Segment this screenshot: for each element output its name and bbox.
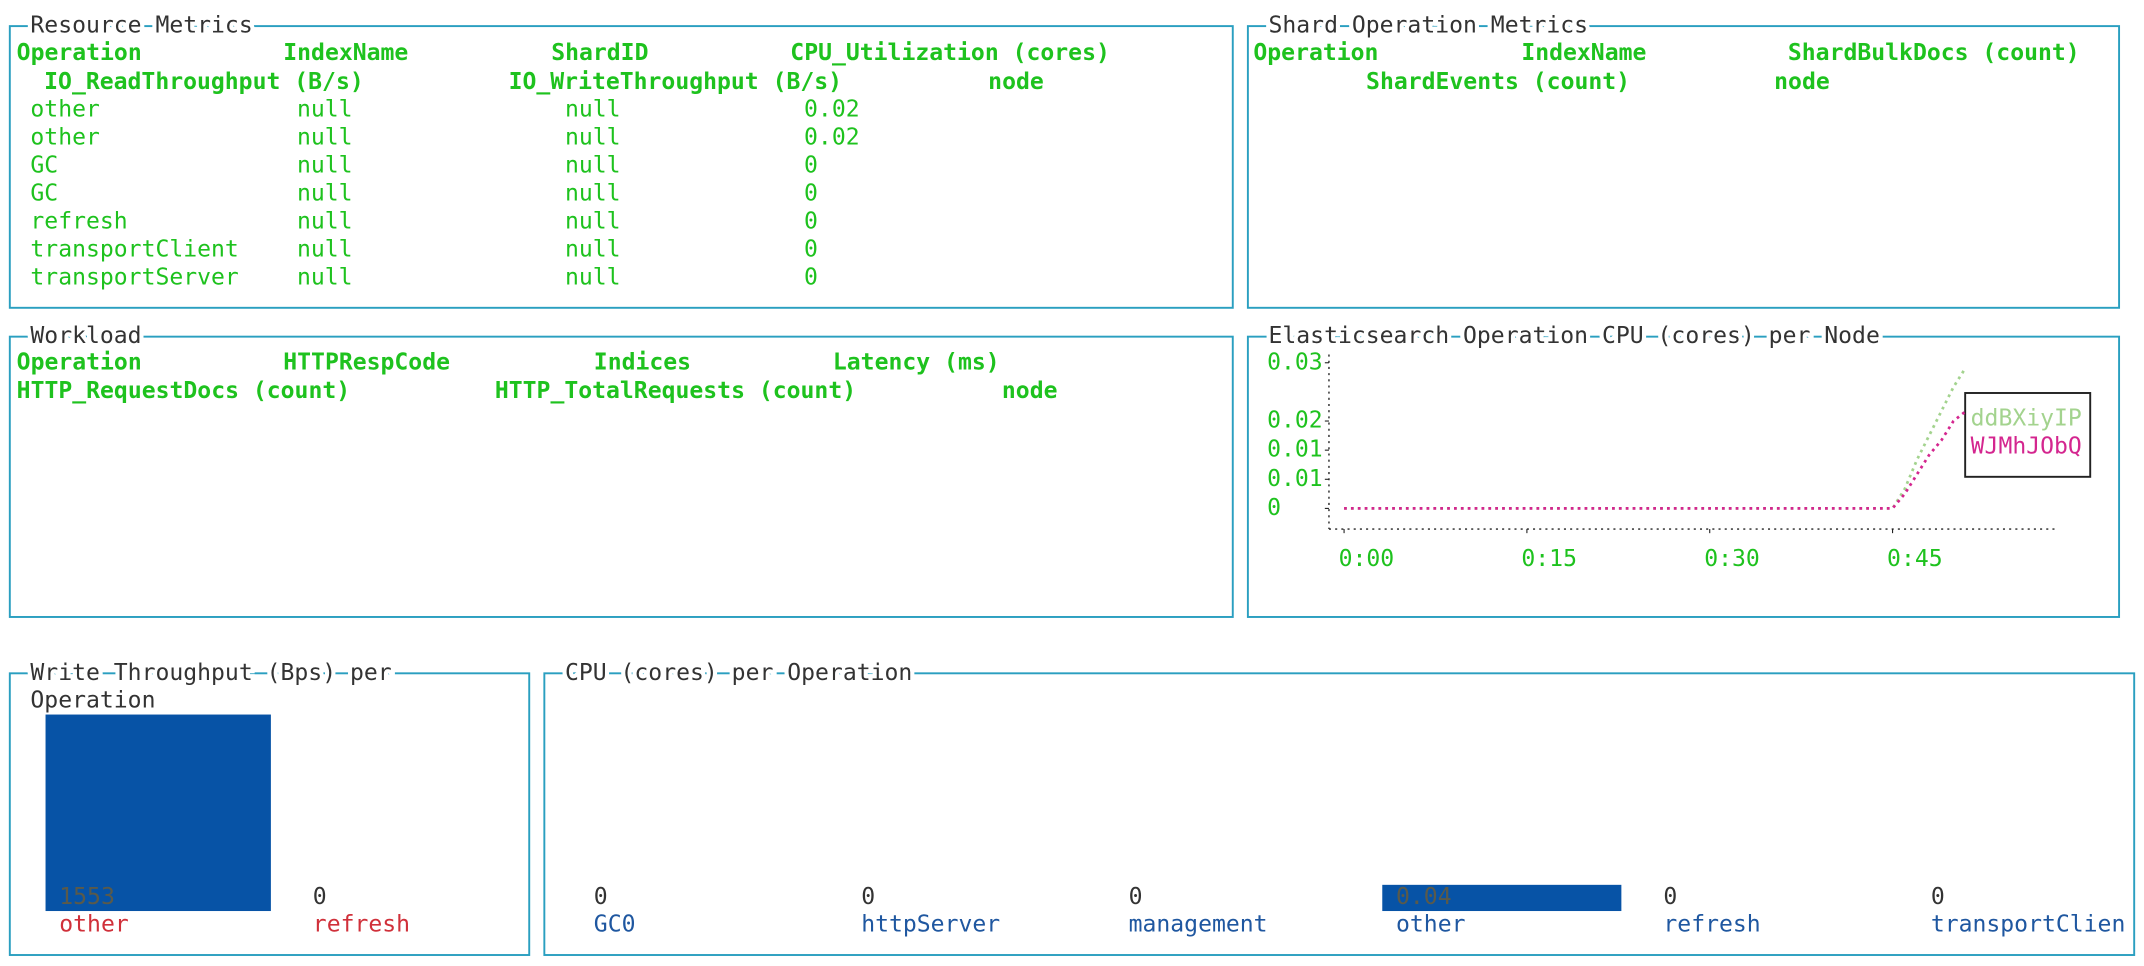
bar-label: other bbox=[1396, 911, 1466, 937]
bar-label: other bbox=[59, 911, 129, 937]
y-tick-label: 0 bbox=[1267, 495, 1281, 521]
x-tick-label: 0:15 bbox=[1521, 546, 1577, 572]
panel bbox=[8, 672, 531, 956]
bar-label: refresh bbox=[313, 911, 410, 937]
bar-value: 0 bbox=[594, 884, 608, 910]
column-header: Latency (ms) bbox=[833, 349, 1000, 375]
panel-title: Elasticsearch Operation CPU (cores) per … bbox=[1268, 323, 1879, 349]
column-header: IndexName bbox=[283, 40, 408, 66]
bar-value: 0 bbox=[1931, 884, 1945, 910]
column-header: node bbox=[1774, 69, 1830, 95]
column-header: node bbox=[1002, 378, 1058, 404]
table-cell: null bbox=[565, 124, 621, 150]
table-cell: null bbox=[565, 152, 621, 178]
panel-title: CPU (cores) per Operation bbox=[565, 660, 912, 686]
panel bbox=[543, 672, 2136, 956]
table-cell: 0 bbox=[804, 181, 818, 207]
bar-label: refresh bbox=[1663, 911, 1760, 937]
panel bbox=[1246, 335, 2121, 618]
bar-label: management bbox=[1129, 911, 1268, 937]
legend-entry: ddBXiyIP bbox=[1971, 406, 2082, 432]
table-cell: 0.02 bbox=[804, 96, 860, 122]
x-tick-label: 0:00 bbox=[1339, 546, 1395, 572]
bar-value: 0 bbox=[1663, 884, 1677, 910]
legend-entry: WJMhJObQ bbox=[1971, 434, 2082, 460]
table-cell: null bbox=[565, 237, 621, 263]
line-series bbox=[1344, 410, 1967, 510]
bar-value: 0 bbox=[313, 884, 327, 910]
table-cell: null bbox=[565, 265, 621, 291]
table-cell: null bbox=[297, 209, 353, 235]
panel-title: Workload bbox=[30, 323, 141, 349]
line-series bbox=[1344, 366, 1967, 510]
column-header: HTTP_RequestDocs (count) bbox=[17, 378, 350, 404]
x-tick-label: 0:45 bbox=[1887, 546, 1943, 572]
bar-label: GC0 bbox=[594, 911, 636, 937]
y-tick-label: 0.02 bbox=[1267, 408, 1323, 434]
table-cell: 0 bbox=[804, 152, 818, 178]
y-tick-label: 0.01 bbox=[1267, 466, 1323, 492]
column-header: CPU_Utilization (cores) bbox=[790, 40, 1110, 66]
table-cell: GC bbox=[30, 152, 58, 178]
column-header: Operation bbox=[17, 349, 142, 375]
table-cell: null bbox=[565, 209, 621, 235]
panel-title: Shard Operation Metrics bbox=[1268, 13, 1588, 39]
column-header: ShardEvents (count) bbox=[1366, 69, 1630, 95]
table-cell: GC bbox=[30, 181, 58, 207]
column-header: Operation bbox=[17, 40, 142, 66]
bar-value: 1553 bbox=[59, 884, 115, 910]
table-cell: 0 bbox=[804, 237, 818, 263]
legend bbox=[1964, 392, 2092, 478]
bar-value: 0.04 bbox=[1396, 884, 1452, 910]
table-cell: null bbox=[565, 96, 621, 122]
bar-value: 0 bbox=[1129, 884, 1143, 910]
table-cell: null bbox=[297, 265, 353, 291]
y-tick-label: 0.03 bbox=[1267, 349, 1323, 375]
table-cell: other bbox=[30, 124, 100, 150]
table-cell: null bbox=[297, 181, 353, 207]
column-header: ShardID bbox=[551, 40, 648, 66]
table-cell: null bbox=[297, 124, 353, 150]
column-header: Indices bbox=[594, 349, 691, 375]
x-tick-label: 0:30 bbox=[1704, 546, 1760, 572]
panel bbox=[8, 335, 1234, 618]
bar bbox=[1382, 884, 1622, 912]
table-cell: transportClient bbox=[30, 237, 238, 263]
table-cell: refresh bbox=[30, 209, 127, 235]
table-cell: null bbox=[297, 96, 353, 122]
table-cell: transportServer bbox=[30, 265, 239, 291]
bar bbox=[45, 714, 271, 912]
panel-title: Resource Metrics bbox=[30, 13, 252, 39]
column-header: IO_ReadThroughput (B/s) bbox=[44, 69, 364, 95]
table-cell: 0 bbox=[804, 265, 818, 291]
table-cell: 0 bbox=[804, 209, 818, 235]
column-header: ShardBulkDocs (count) bbox=[1788, 40, 2080, 66]
panel bbox=[8, 25, 1234, 309]
table-cell: null bbox=[565, 181, 621, 207]
column-header: IndexName bbox=[1521, 40, 1646, 66]
bar-value: 0 bbox=[861, 884, 875, 910]
column-header: IO_WriteThroughput (B/s) bbox=[509, 69, 842, 95]
table-cell: null bbox=[297, 237, 353, 263]
column-header: node bbox=[988, 69, 1044, 95]
panel-title: Operation bbox=[30, 687, 155, 713]
bar-label: transportClien bbox=[1931, 911, 2126, 937]
table-cell: other bbox=[30, 96, 100, 122]
table-cell: 0.02 bbox=[804, 124, 860, 150]
column-header: Operation bbox=[1253, 40, 1378, 66]
y-tick-label: 0.01 bbox=[1267, 437, 1323, 463]
column-header: HTTPRespCode bbox=[283, 349, 450, 375]
panel-title: Write Throughput (Bps) per bbox=[30, 660, 391, 686]
panel bbox=[1246, 25, 2121, 309]
column-header: HTTP_TotalRequests (count) bbox=[495, 378, 856, 404]
table-cell: null bbox=[297, 152, 353, 178]
bar-label: httpServer bbox=[861, 911, 1000, 937]
